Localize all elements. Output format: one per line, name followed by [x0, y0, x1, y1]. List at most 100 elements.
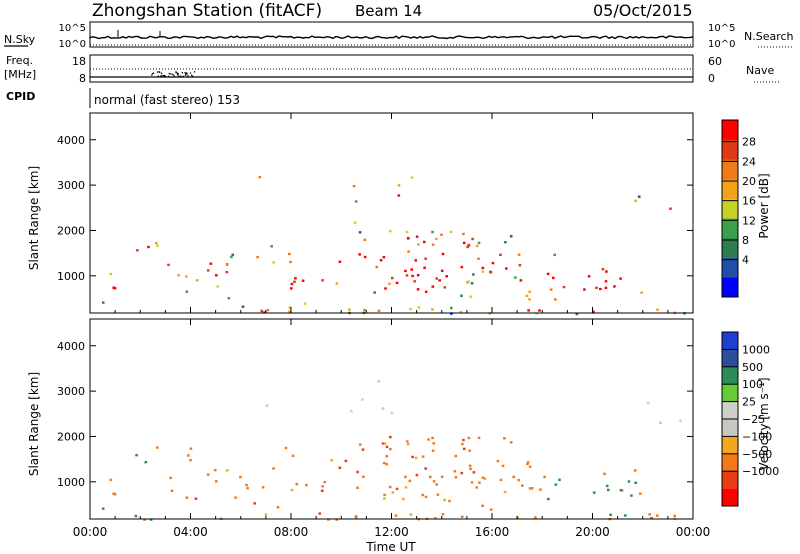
data-cell [472, 471, 476, 474]
data-cell [389, 435, 392, 439]
data-cell [431, 230, 434, 234]
data-cell [605, 270, 608, 273]
data-cell [383, 493, 386, 497]
data-cell [445, 275, 448, 278]
freq-scatter-point [157, 75, 159, 77]
data-cell [284, 446, 288, 450]
data-cell [462, 447, 466, 451]
data-cell [373, 291, 376, 294]
cpid-label: CPID [6, 90, 35, 103]
data-cell [413, 280, 416, 283]
data-cell [489, 270, 492, 273]
data-cell [424, 257, 427, 260]
data-cell [303, 302, 307, 305]
data-cell [135, 454, 138, 457]
data-cell [185, 275, 188, 278]
data-cell [554, 483, 558, 486]
noise-tick-left-top: 10^5 [59, 23, 86, 34]
data-cell [595, 286, 598, 289]
data-cell [261, 486, 265, 489]
freq-scatter-point [151, 74, 153, 76]
data-cell [423, 240, 426, 244]
data-cell [230, 255, 233, 259]
velocity-colorbar-swatch [722, 471, 738, 489]
data-cell [290, 282, 294, 286]
data-cell [679, 419, 682, 422]
data-cell [288, 252, 291, 256]
data-cell [395, 281, 399, 285]
y-tick-label: 2000 [57, 224, 85, 237]
data-cell [155, 241, 158, 245]
freq-scatter-point [191, 74, 193, 76]
data-cell [246, 487, 249, 490]
data-cell [514, 276, 517, 279]
velocity-colorbar-tick-label: 500 [742, 361, 763, 374]
data-cell [549, 288, 553, 291]
power-colorbar-label: Power [dB] [757, 173, 771, 238]
data-cell [435, 237, 438, 241]
time-tick-label: 12:00 [374, 525, 409, 539]
data-cell [397, 184, 401, 187]
freq-scatter-point [161, 72, 163, 74]
data-cell [185, 496, 189, 499]
freq-scatter-point [173, 75, 175, 77]
data-cell [189, 459, 192, 462]
y-tick-label: 3000 [57, 179, 85, 192]
data-cell [136, 249, 139, 252]
data-cell [475, 244, 479, 248]
data-cell [440, 269, 444, 272]
freq-scatter-point [169, 73, 171, 75]
data-cell [209, 262, 213, 265]
data-cell [599, 287, 602, 291]
data-cell [503, 490, 507, 494]
time-tick-label: 04:00 [173, 525, 208, 539]
velocity-colorbar-tick-label: −500 [742, 448, 772, 461]
data-cell [440, 233, 443, 236]
data-cell [443, 286, 447, 289]
data-cell [348, 308, 351, 311]
data-cell [234, 496, 237, 499]
data-cell [352, 184, 356, 188]
data-cell [109, 478, 113, 482]
y-tick-label: 2000 [57, 430, 85, 443]
data-cell [640, 291, 643, 294]
data-cell [483, 477, 487, 480]
velocity-colorbar-tick-label: −1000 [742, 465, 779, 478]
data-cell [405, 274, 409, 277]
data-cell [481, 266, 485, 270]
data-cell [381, 442, 385, 445]
freq-scatter-point [163, 75, 165, 78]
data-cell [435, 277, 438, 280]
velocity-colorbar-swatch [722, 453, 738, 472]
velocity-colorbar-tick-label: 25 [742, 396, 756, 409]
data-cell [262, 311, 266, 314]
data-cell [489, 508, 493, 511]
y-tick-label: 4000 [57, 340, 85, 353]
velocity-colorbar-tick-label: −25 [742, 413, 765, 426]
data-cell [501, 464, 505, 468]
data-cell [293, 280, 296, 283]
data-cell [460, 294, 463, 297]
data-cell [633, 469, 637, 472]
freq-scatter-point [176, 74, 179, 76]
noise-trace [89, 30, 694, 46]
data-cell [245, 483, 248, 487]
data-cell [415, 473, 419, 477]
data-cell [354, 515, 358, 518]
data-cell [295, 482, 299, 486]
freq-scatter-point [182, 75, 185, 78]
velocity-panel: 1000 2000 3000 4000 Slant Range [km] 1000 50… [27, 318, 779, 521]
data-cell [356, 486, 359, 489]
data-cell [402, 497, 405, 501]
data-cell [431, 308, 434, 311]
data-cell [410, 268, 413, 271]
data-cell [101, 301, 105, 304]
data-cell [382, 256, 386, 259]
power-colorbar-tick-label: 4 [742, 254, 749, 267]
data-cell [113, 493, 117, 496]
data-cell [406, 237, 410, 240]
data-cell [462, 232, 465, 236]
data-cell [395, 487, 399, 491]
data-cell [470, 282, 474, 285]
